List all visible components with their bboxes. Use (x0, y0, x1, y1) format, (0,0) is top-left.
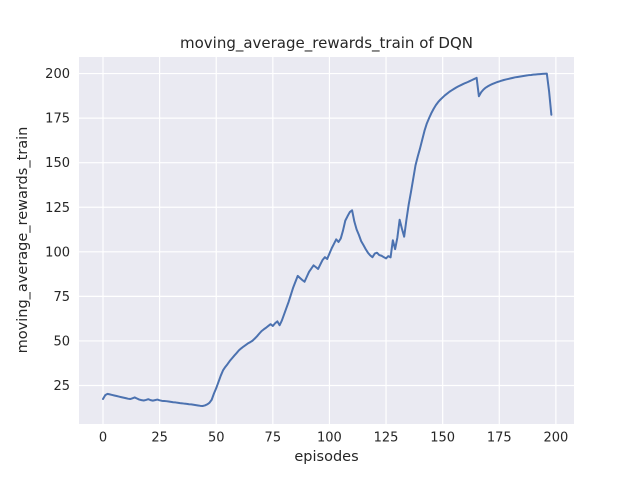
x-tick-label: 50 (208, 431, 225, 446)
y-axis-label: moving_average_rewards_train (15, 127, 31, 354)
y-tick-label: 75 (53, 290, 70, 305)
x-axis-ticks: 0 25 50 75 100 125 150 175 200 (99, 431, 568, 446)
x-tick-label: 0 (99, 431, 107, 446)
x-tick-label: 100 (317, 431, 342, 446)
x-tick-label: 150 (430, 431, 455, 446)
x-tick-label: 25 (151, 431, 168, 446)
y-tick-label: 175 (45, 112, 70, 127)
y-tick-label: 100 (45, 245, 70, 260)
x-tick-label: 125 (374, 431, 399, 446)
gridlines (79, 57, 574, 424)
chart-title: moving_average_rewards_train of DQN (180, 34, 473, 53)
x-tick-label: 200 (543, 431, 568, 446)
x-tick-label: 175 (487, 431, 512, 446)
y-tick-label: 25 (53, 379, 70, 394)
x-tick-label: 75 (265, 431, 282, 446)
y-tick-label: 150 (45, 156, 70, 171)
y-axis-ticks: 25 50 75 100 125 150 175 200 (45, 67, 70, 394)
y-tick-label: 200 (45, 67, 70, 82)
dqn-series-line (102, 72, 553, 407)
x-axis-label: episodes (294, 449, 358, 465)
y-tick-label: 125 (45, 201, 70, 216)
y-tick-label: 50 (53, 334, 70, 349)
